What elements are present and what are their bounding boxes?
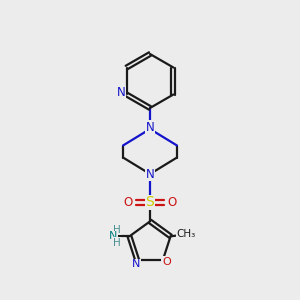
Text: O: O (162, 257, 171, 267)
Text: O: O (167, 196, 176, 209)
Text: N: N (117, 86, 126, 100)
Text: N: N (132, 259, 140, 269)
Text: H: H (113, 238, 121, 248)
Text: S: S (146, 196, 154, 209)
Text: N: N (146, 121, 154, 134)
Text: O: O (124, 196, 133, 209)
Text: N: N (109, 231, 117, 241)
Text: H: H (113, 225, 121, 235)
Text: N: N (146, 167, 154, 181)
Text: CH₃: CH₃ (176, 229, 196, 239)
